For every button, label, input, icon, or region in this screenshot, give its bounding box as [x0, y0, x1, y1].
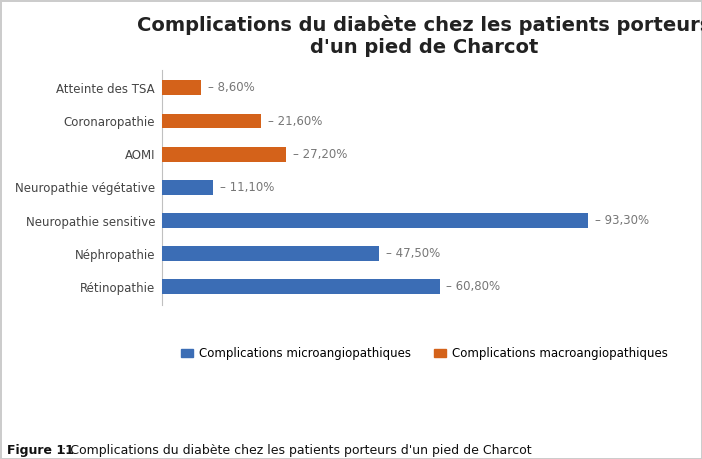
- Bar: [162, 113, 260, 129]
- Text: – 11,10%: – 11,10%: [220, 181, 274, 194]
- Bar: [162, 246, 379, 261]
- Bar: [162, 213, 588, 228]
- Text: – 21,60%: – 21,60%: [267, 114, 322, 128]
- Text: – 27,20%: – 27,20%: [293, 148, 347, 161]
- Text: – 60,80%: – 60,80%: [446, 280, 501, 293]
- Title: Complications du diabète chez les patients porteurs
d'un pied de Charcot: Complications du diabète chez les patien…: [138, 15, 702, 57]
- Text: – 93,30%: – 93,30%: [595, 214, 649, 227]
- Text: Figure 11: Figure 11: [7, 444, 74, 457]
- Legend: Complications microangiopathiques, Complications macroangiopathiques: Complications microangiopathiques, Compl…: [176, 342, 673, 365]
- Bar: [162, 180, 213, 195]
- Text: : Complications du diabète chez les patients porteurs d'un pied de Charcot: : Complications du diabète chez les pati…: [58, 444, 532, 457]
- Bar: [162, 147, 286, 162]
- Bar: [162, 80, 201, 95]
- Text: – 47,50%: – 47,50%: [385, 247, 440, 260]
- Text: – 8,60%: – 8,60%: [208, 81, 255, 95]
- Bar: [162, 280, 439, 294]
